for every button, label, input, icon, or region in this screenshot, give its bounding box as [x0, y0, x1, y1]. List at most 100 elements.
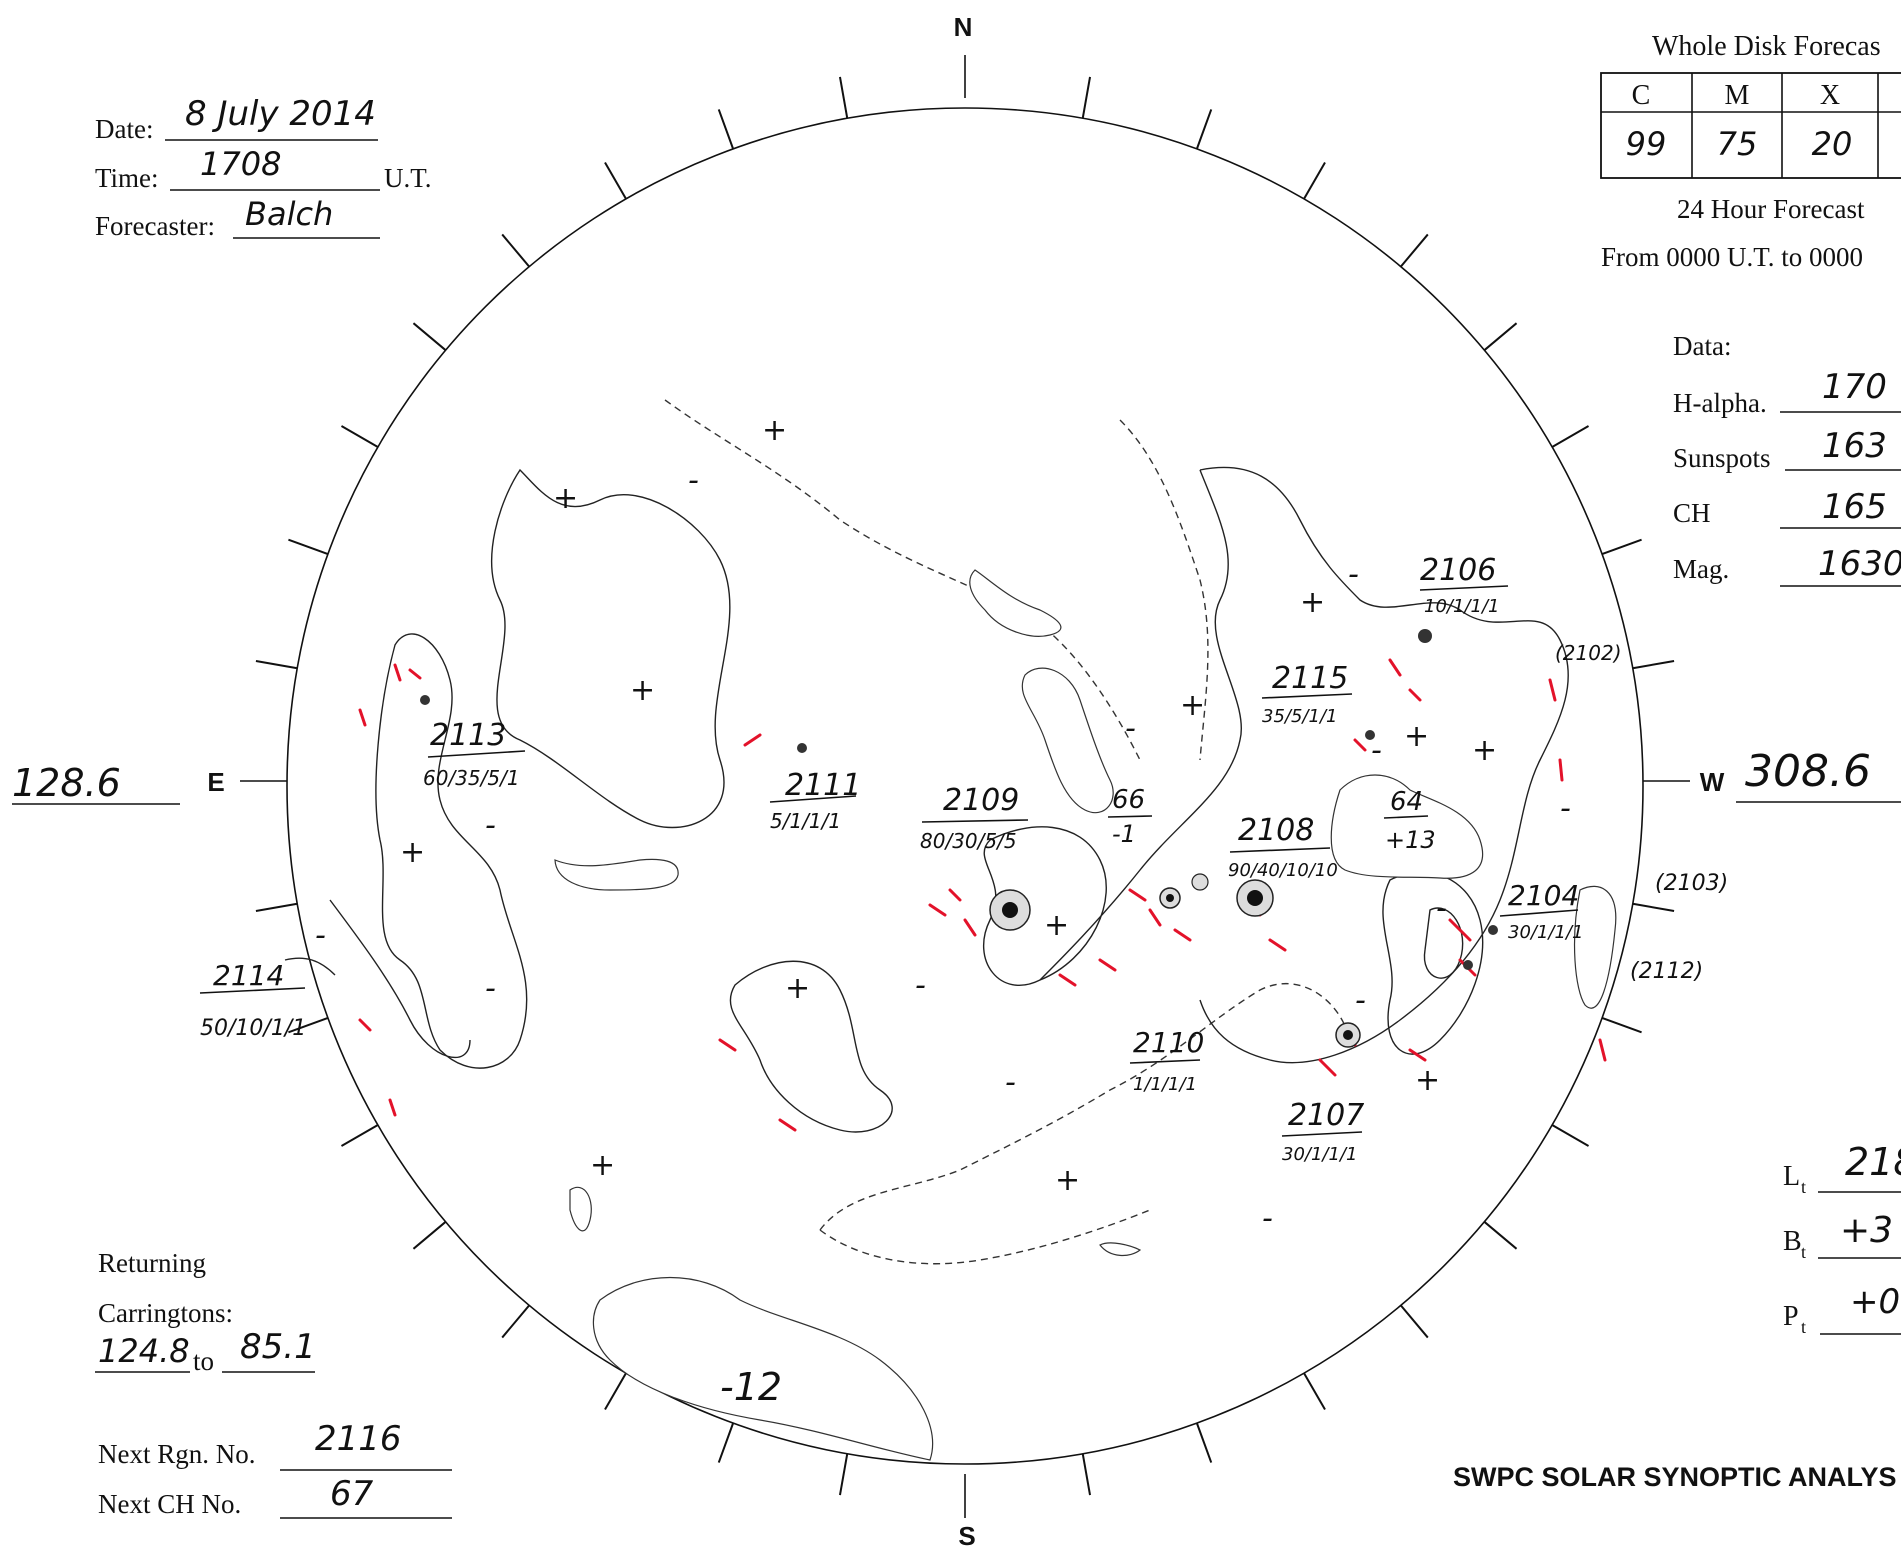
data-times: Data: H-alpha. 170 Sunspots 163 CH 165 M… — [1673, 331, 1901, 587]
south-label: S — [958, 1521, 975, 1548]
disk-tick — [717, 109, 735, 150]
svg-text:5/1/1/1: 5/1/1/1 — [770, 809, 841, 833]
polarity-plus: + — [1180, 688, 1205, 723]
disk-tick — [838, 76, 849, 119]
returning-region-2112: (2112) — [1630, 959, 1703, 984]
disk-tick — [1081, 76, 1092, 119]
disk-tick — [1483, 1221, 1518, 1250]
east-label: E — [207, 767, 224, 797]
polarity-minus: - — [1355, 983, 1366, 1018]
region-2113: 2113 60/35/5/1 — [423, 718, 526, 790]
svg-text:2109: 2109 — [943, 783, 1019, 818]
coronal-holes — [554, 569, 1617, 1461]
ch-66-number: 66 — [1112, 785, 1145, 815]
forecast-title: Whole Disk Forecas — [1652, 31, 1881, 62]
disk-tick — [412, 322, 447, 351]
disk-tick — [255, 902, 298, 913]
disk-tick — [1195, 1422, 1213, 1463]
returning-region-2103: (2103) — [1655, 871, 1728, 896]
svg-text:90/40/10/10: 90/40/10/10 — [1228, 860, 1338, 881]
lt-label: L — [1783, 1161, 1800, 1192]
ch-south-polarity: -12 — [720, 1365, 782, 1409]
next-ch-value: 67 — [330, 1474, 374, 1514]
polarity-plus: + — [400, 835, 425, 870]
polarity-plus: + — [1472, 733, 1497, 768]
region-2110: 2110 1/1/1/1 — [1129, 1026, 1204, 1095]
bt-label: B — [1783, 1226, 1802, 1257]
disk-tick-marks — [255, 76, 1675, 1496]
polarity-minus: - — [1436, 891, 1447, 926]
date-label: Date: — [95, 114, 153, 144]
ch-64-polarity: +13 — [1385, 826, 1436, 854]
lt-value: 218 — [1845, 1140, 1901, 1184]
bt-value: +3 — [1840, 1210, 1893, 1251]
disk-tick — [838, 1453, 849, 1496]
disk-tick — [1195, 109, 1213, 150]
disk-tick — [1632, 902, 1675, 913]
svg-text:2113: 2113 — [430, 718, 506, 753]
disk-tick — [604, 1372, 627, 1411]
svg-text:30/1/1/1: 30/1/1/1 — [1508, 922, 1583, 943]
ch-value: 165 — [1822, 487, 1887, 527]
orientation-params: L t 218 B t +3 P t +0 — [1783, 1140, 1901, 1337]
time-value: 1708 — [200, 145, 281, 183]
forecast-period: From 0000 U.T. to 0000 — [1601, 242, 1863, 272]
disk-tick — [501, 233, 530, 268]
svg-text:30/1/1/1: 30/1/1/1 — [1282, 1144, 1357, 1165]
forecast-value-x: 20 — [1812, 125, 1853, 163]
sunspots-label: Sunspots — [1673, 443, 1771, 473]
disk-tick — [288, 1016, 329, 1034]
disk-tick — [1601, 538, 1642, 556]
disk-tick — [412, 1221, 447, 1250]
header-left: Date: 8 July 2014 Time: 1708 U.T. Foreca… — [95, 94, 432, 241]
returning-carringtons: Returning Carringtons: 124.8 to 85.1 — [95, 1248, 316, 1376]
region-2108: 2108 90/40/10/10 — [1228, 813, 1338, 881]
polarity-plus: + — [553, 481, 578, 516]
halpha-value: 170 — [1822, 367, 1887, 407]
ch-label: CH — [1673, 498, 1711, 528]
disk-tick — [340, 425, 379, 448]
coronal-hole-labels: 66 -1 64 +13 -12 — [720, 785, 1436, 1409]
svg-text:60/35/5/1: 60/35/5/1 — [423, 766, 520, 790]
svg-text:50/10/1/1: 50/10/1/1 — [200, 1016, 306, 1041]
halpha-label: H-alpha. — [1673, 388, 1767, 418]
polarity-minus: - — [1560, 791, 1571, 826]
disk-tick — [1400, 233, 1429, 268]
west-label: W — [1700, 767, 1725, 797]
neutral-lines — [329, 399, 1569, 1265]
disk-tick — [1551, 425, 1590, 448]
svg-text:35/5/1/1: 35/5/1/1 — [1262, 706, 1337, 727]
data-label: Data: — [1673, 331, 1731, 361]
polarity-plus: + — [630, 673, 655, 708]
disk-tick — [1632, 659, 1675, 670]
returning-region-2102: (2102) — [1555, 641, 1622, 665]
disk-tick — [1081, 1453, 1092, 1496]
ch-64-number: 64 — [1390, 787, 1423, 817]
next-rgn-label: Next Rgn. No. — [98, 1439, 256, 1469]
time-unit: U.T. — [384, 163, 432, 193]
polarity-plus: + — [1300, 585, 1325, 620]
pt-sub: t — [1801, 1317, 1806, 1337]
polarity-minus: - — [315, 918, 326, 953]
returning-to: 85.1 — [240, 1327, 316, 1367]
svg-text:2115: 2115 — [1272, 661, 1348, 696]
forecast-value-m: 75 — [1717, 125, 1758, 163]
west-longitude: 308.6 — [1745, 746, 1871, 797]
polarity-minus: - — [1125, 711, 1136, 746]
solar-disk-outline — [286, 107, 1644, 1465]
forecaster-label: Forecaster: — [95, 211, 215, 241]
disk-tick — [1400, 1304, 1429, 1339]
disk-tick — [1551, 1124, 1590, 1147]
forecast-table: Whole Disk Forecas C M X 99 75 20 24 Hou… — [1600, 31, 1901, 272]
disk-tick — [255, 659, 298, 670]
forecast-col-x: X — [1820, 80, 1840, 111]
svg-text:1/1/1/1: 1/1/1/1 — [1133, 1074, 1197, 1095]
region-2109: 2109 80/30/5/5 — [920, 783, 1029, 853]
returning-label: Returning — [98, 1248, 206, 1278]
plage-markings — [358, 658, 1607, 1132]
returning-to-label: to — [193, 1346, 214, 1376]
polarity-plus: + — [1415, 1063, 1440, 1098]
disk-tick — [288, 538, 329, 556]
disk-tick — [1601, 1016, 1642, 1034]
